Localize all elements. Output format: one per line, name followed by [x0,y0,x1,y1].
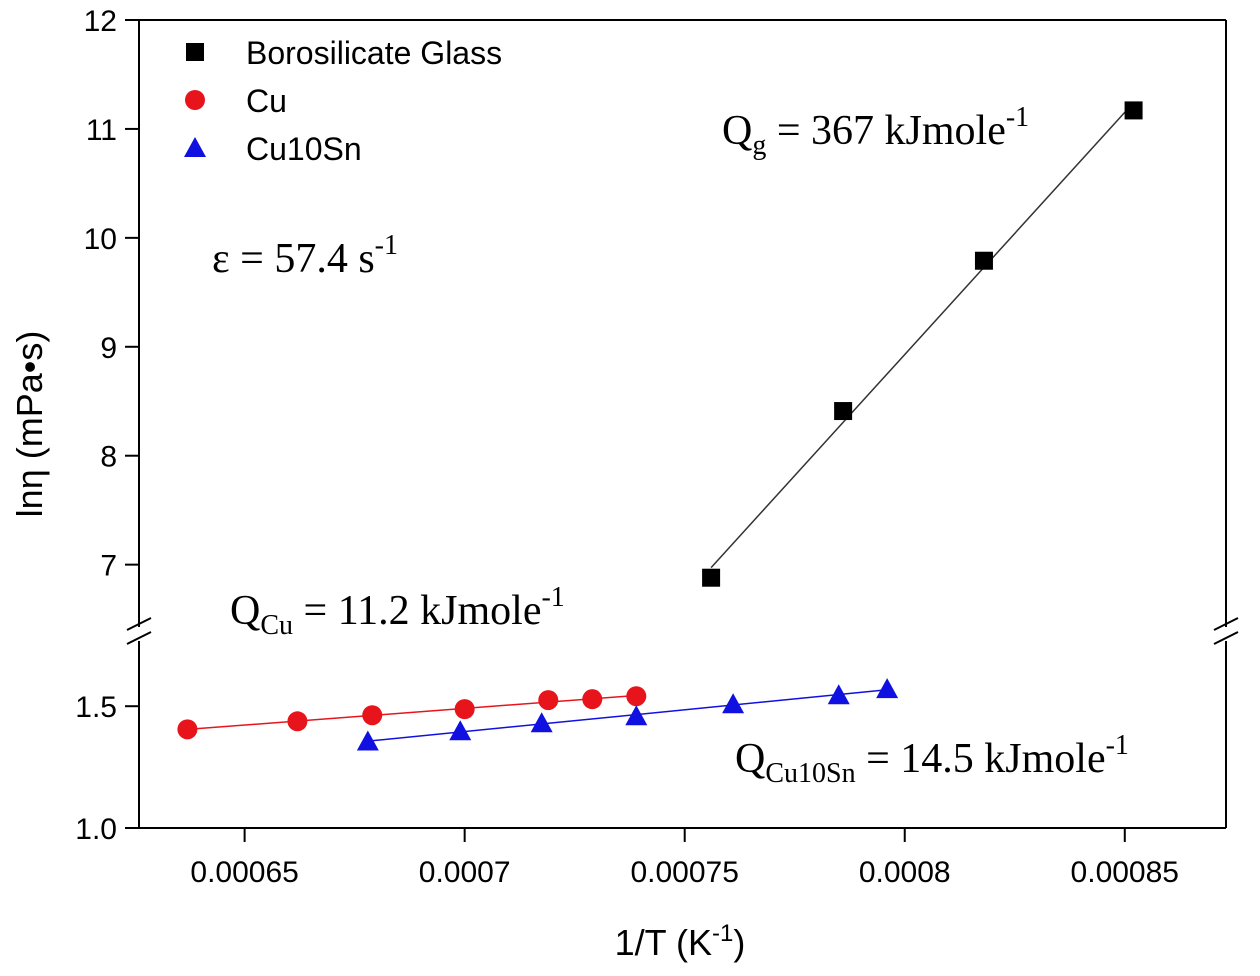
plot-frame [126,19,1239,829]
y-tick-label: 9 [100,332,117,365]
annotation: QCu = 11.2 kJmole-1 [230,582,565,641]
marker [834,402,853,421]
x-tick-label: 0.00085 [1071,856,1179,889]
ann-main: Q [722,108,752,154]
x-tick-label: 0.0007 [419,856,511,889]
ann-sub: g [752,130,766,161]
x-label-sup: -1 [712,920,733,947]
break-mark [126,631,152,645]
ann-main: Q [735,736,765,782]
fit-line [710,102,1135,569]
y-tick-label: 1.0 [75,813,117,846]
ann-rest: = 11.2 kJmole [293,588,541,634]
ann-sup: -1 [1106,730,1129,761]
marker [582,689,603,710]
marker [177,719,198,740]
break-mark [1213,631,1239,645]
ann-sup: -1 [1006,102,1029,133]
y-tick-label: 11 [86,114,117,147]
x-tick-label: 0.0008 [859,856,951,889]
marker [876,678,899,699]
marker [185,90,205,110]
legend-label: Borosilicate Glass [246,35,502,71]
y-tick-label: 1.5 [75,691,117,724]
fit-line [187,694,637,731]
y-tick-label: 12 [84,5,117,38]
marker [287,711,308,732]
y-tick-label: 10 [84,223,117,256]
legend-label: Cu10Sn [246,131,362,167]
marker [186,43,204,61]
marker [538,690,559,711]
annotation: QCu10Sn = 14.5 kJmole-1 [735,730,1129,789]
marker [454,699,475,720]
x-label-main: 1/T (K [615,922,712,963]
marker [449,720,472,741]
marker [974,251,993,270]
ann-sup: -1 [375,230,398,261]
marker [1124,101,1143,120]
x-label-end: ) [733,922,745,963]
ann-rest: = 367 kJmole [766,108,1006,154]
marker [722,693,745,714]
marker [184,137,206,157]
marker [530,712,553,733]
break-mark [1213,617,1239,631]
break-mark [126,617,152,631]
marker [702,568,721,587]
y-axis-label: lnη (mPa•s) [9,331,50,518]
x-axis-label: 1/T (K-1) [615,920,746,963]
x-tick-label: 0.00065 [190,856,298,889]
annotation: ε = 57.4 s-1 [212,230,398,282]
marker [626,686,647,707]
marker [356,730,379,751]
marker [362,705,383,726]
annotation: Qg = 367 kJmole-1 [722,102,1029,161]
ann-main: ε = 57.4 s [212,236,375,282]
ann-sub: Cu [260,610,293,641]
y-tick-label: 7 [100,550,117,583]
ann-main: Q [230,588,260,634]
ann-sup: -1 [541,582,564,613]
legend-label: Cu [246,83,287,119]
marker [625,705,648,726]
y-tick-label: 8 [100,441,117,474]
ann-rest: = 14.5 kJmole [856,736,1106,782]
marker [827,684,850,705]
x-tick-label: 0.00075 [630,856,738,889]
ann-sub: Cu10Sn [765,758,855,789]
